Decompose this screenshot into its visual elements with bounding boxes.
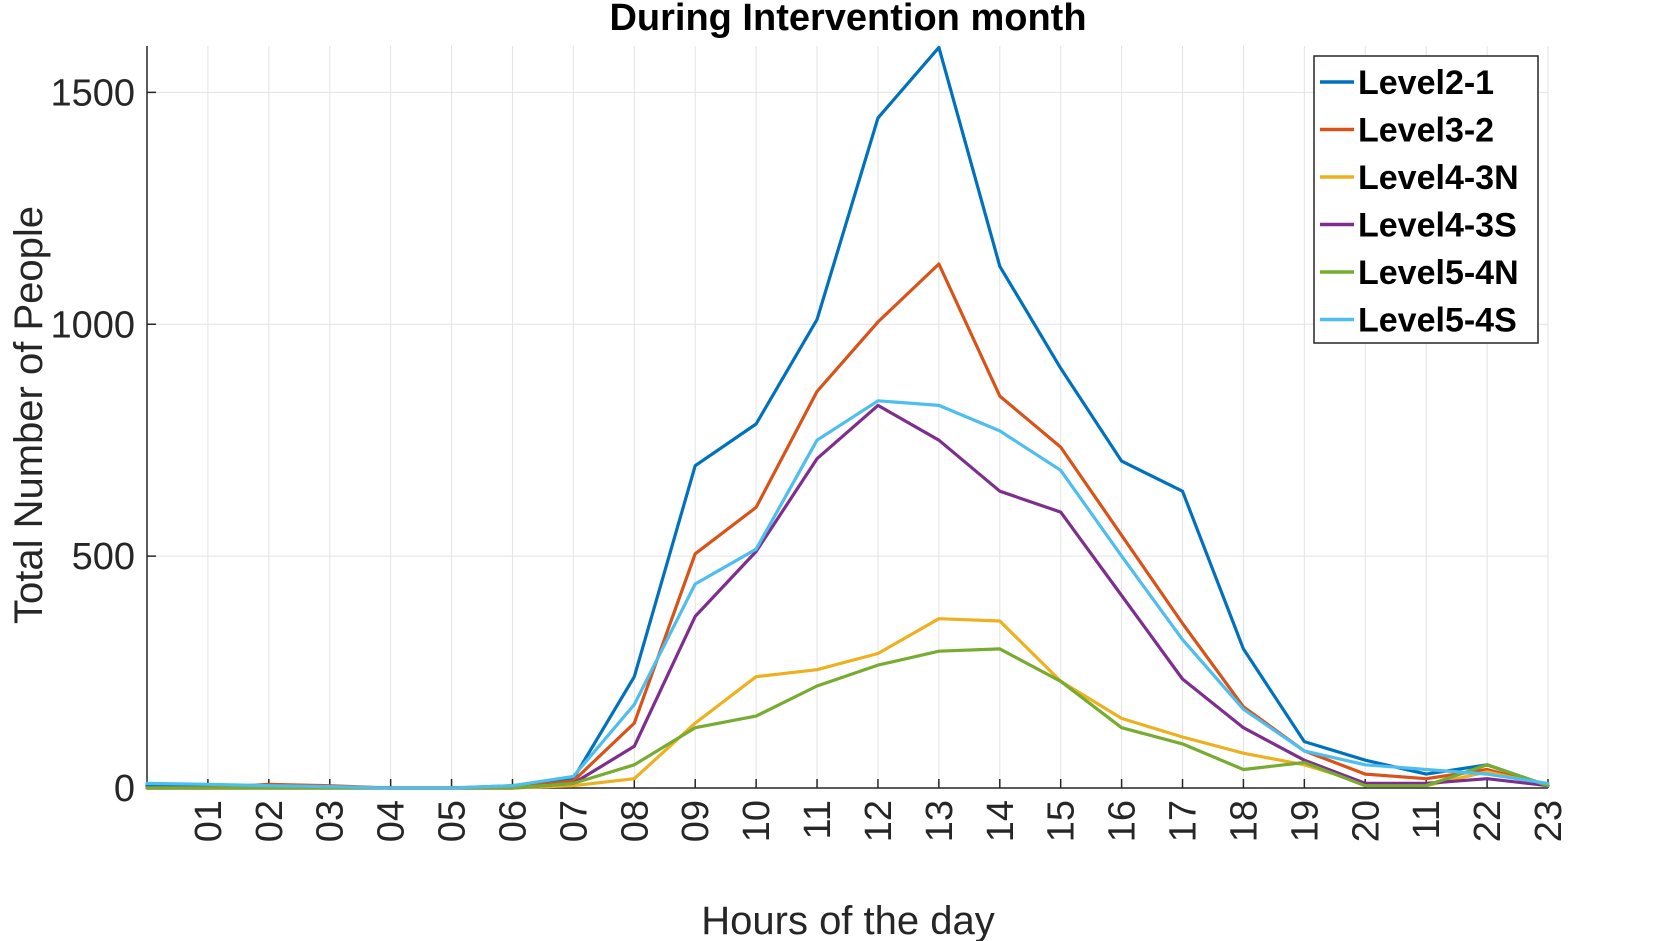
x-tick-label: 10 [736,800,778,842]
x-tick-label: 01 [188,800,230,842]
y-tick-label: 0 [114,768,135,810]
legend-label: Level5-4S [1358,302,1517,340]
x-tick-label: 07 [553,800,595,842]
legend-label: Level3-2 [1358,112,1494,150]
x-tick-label: 19 [1284,800,1326,842]
legend-label: Level4-3N [1358,159,1519,197]
legend-label: Level2-1 [1358,64,1494,102]
x-tick-label: 11 [1406,800,1448,839]
x-tick-label: 11 [797,800,839,839]
legend-label: Level4-3S [1358,207,1517,245]
x-tick-label: 23 [1528,800,1570,842]
x-tick-label: 15 [1041,800,1083,842]
series-lines [145,45,1550,790]
x-tick-label: 22 [1467,800,1509,842]
x-tick-label: 08 [614,800,656,842]
y-axis-title: Total Number of People [7,206,51,624]
grid [147,46,1549,789]
x-tick-label: 14 [980,800,1022,842]
legend: Level2-1 Level3-2 Level4-3N Level4-3S Level5… [1313,55,1539,344]
x-tick-label: 02 [249,800,291,842]
series-line-level5-4n [145,647,1550,790]
x-tick-label: 16 [1102,800,1144,842]
tick-labels: 0 500 1000 1500 01 02 03 04 05 06 07 08 09 10 11 12 13 14… [50,72,1570,842]
x-tick-label: 20 [1345,800,1387,842]
y-tick-label: 1500 [50,72,135,114]
legend-box [1313,55,1539,344]
x-tick-label: 06 [492,800,534,842]
x-tick-label: 13 [919,800,961,842]
x-tick-label: 18 [1223,800,1265,842]
x-tick-label: 09 [675,800,717,842]
x-tick-label: 05 [432,800,474,842]
x-tick-label: 17 [1163,800,1205,842]
y-tick-label: 1000 [50,304,135,346]
legend-label: Level5-4N [1358,254,1519,292]
chart-title: During Intervention month [609,0,1086,39]
series-line-level5-4s [145,399,1550,790]
series-line-level4-3s [145,403,1550,790]
y-tick-label: 500 [72,536,135,578]
x-axis-title: Hours of the day [701,899,995,941]
x-tick-label: 04 [371,800,413,842]
x-tick-label: 03 [310,800,352,842]
x-tick-label: 12 [858,800,900,842]
